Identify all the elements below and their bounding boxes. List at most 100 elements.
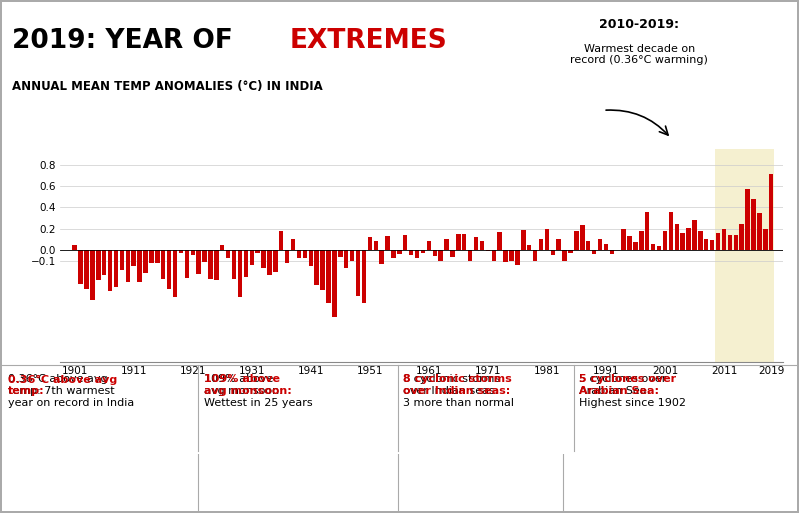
Bar: [769, 174, 773, 250]
Bar: [214, 250, 219, 280]
Bar: [698, 231, 702, 250]
Bar: [256, 250, 260, 253]
Bar: [373, 242, 378, 250]
Text: 0.36°C above avg
temp:: 0.36°C above avg temp:: [8, 374, 117, 396]
Text: EXTREMES: EXTREMES: [290, 28, 447, 54]
Bar: [740, 224, 744, 250]
Bar: [634, 243, 638, 250]
Bar: [515, 250, 519, 265]
Bar: [102, 250, 106, 275]
Bar: [681, 233, 685, 250]
Bar: [669, 211, 673, 250]
Bar: [486, 250, 490, 251]
Bar: [326, 250, 331, 303]
Bar: [533, 250, 537, 261]
Bar: [143, 250, 148, 273]
Bar: [161, 250, 165, 279]
Text: 2010-2019:: 2010-2019:: [599, 18, 679, 31]
Bar: [185, 250, 189, 278]
Text: 350 dead
in heat waves: 350 dead in heat waves: [407, 481, 480, 502]
Bar: [368, 237, 372, 250]
Text: 380 killed: 380 killed: [208, 481, 265, 490]
Bar: [763, 229, 768, 250]
Bar: [179, 250, 183, 253]
Bar: [421, 250, 425, 253]
Bar: [78, 250, 83, 284]
Text: 2019: YEAR OF: 2019: YEAR OF: [12, 28, 242, 54]
Text: 5 cyclones over
Arabian Sea:
Highest since 1902: 5 cyclones over Arabian Sea: Highest sin…: [579, 374, 686, 408]
Bar: [439, 250, 443, 261]
Bar: [627, 236, 632, 250]
Bar: [409, 250, 413, 255]
Bar: [356, 250, 360, 295]
Bar: [273, 250, 277, 272]
Bar: [568, 250, 573, 253]
Bar: [96, 250, 101, 280]
Text: 850 dead in rain & floods: 850 dead in rain & floods: [16, 481, 148, 490]
Bar: [73, 245, 77, 250]
Bar: [622, 229, 626, 250]
Bar: [362, 250, 366, 303]
Bar: [232, 250, 237, 279]
Bar: [521, 230, 526, 250]
Bar: [479, 242, 484, 250]
Text: 350 dead: 350 dead: [407, 481, 462, 490]
Bar: [657, 246, 662, 250]
Bar: [320, 250, 325, 290]
Bar: [498, 232, 502, 250]
Bar: [468, 250, 472, 261]
Bar: [279, 231, 284, 250]
Bar: [716, 233, 721, 250]
Bar: [244, 250, 248, 277]
Bar: [551, 250, 555, 255]
Text: 8 cyclonic storms
over Indian seas:: 8 cyclonic storms over Indian seas:: [403, 374, 512, 396]
Bar: [745, 189, 749, 250]
Bar: [474, 237, 479, 250]
Bar: [125, 250, 130, 282]
Bar: [580, 225, 585, 250]
Bar: [315, 250, 319, 285]
Bar: [586, 242, 590, 250]
Bar: [674, 224, 679, 250]
Bar: [120, 250, 124, 270]
Bar: [757, 213, 761, 250]
Bar: [692, 220, 697, 250]
Text: 0.36°C above avg
temp: 7th warmest
year on record in India: 0.36°C above avg temp: 7th warmest year …: [8, 374, 134, 408]
Bar: [539, 239, 543, 250]
Bar: [209, 250, 213, 279]
Bar: [491, 250, 496, 261]
Text: ANNUAL MEAN TEMP ANOMALIES (°C) IN INDIA: ANNUAL MEAN TEMP ANOMALIES (°C) IN INDIA: [12, 80, 323, 92]
Bar: [427, 242, 431, 250]
Bar: [710, 240, 714, 250]
Text: 109% above
avg monsoon:: 109% above avg monsoon:: [204, 374, 292, 396]
Bar: [604, 244, 608, 250]
Text: 8 cyclonic storms
over Indian seas:
3 more than normal: 8 cyclonic storms over Indian seas: 3 mo…: [403, 374, 515, 408]
Text: 5 cyclones over
Arabian Sea:: 5 cyclones over Arabian Sea:: [579, 374, 677, 396]
Bar: [261, 250, 266, 268]
Bar: [344, 250, 348, 268]
Bar: [90, 250, 94, 300]
Bar: [651, 244, 655, 250]
Bar: [751, 199, 756, 250]
Bar: [332, 250, 336, 317]
Bar: [645, 211, 650, 250]
Bar: [132, 250, 136, 266]
Bar: [403, 235, 407, 250]
Bar: [267, 250, 272, 275]
Bar: [113, 250, 118, 287]
Bar: [444, 239, 449, 250]
Bar: [432, 250, 437, 256]
Bar: [149, 250, 153, 263]
Text: 109% above
avg monsoon:
Wettest in 25 years: 109% above avg monsoon: Wettest in 25 ye…: [204, 374, 312, 408]
Bar: [226, 250, 230, 259]
Bar: [392, 250, 396, 259]
Bar: [285, 250, 289, 263]
Bar: [503, 250, 508, 262]
Bar: [303, 250, 307, 259]
Text: 380 killed in lightning,
thunderstorms: 380 killed in lightning, thunderstorms: [208, 481, 324, 502]
Bar: [527, 245, 531, 250]
Bar: [238, 250, 242, 297]
Bar: [415, 250, 419, 259]
Bar: [462, 234, 467, 250]
Bar: [197, 250, 201, 274]
